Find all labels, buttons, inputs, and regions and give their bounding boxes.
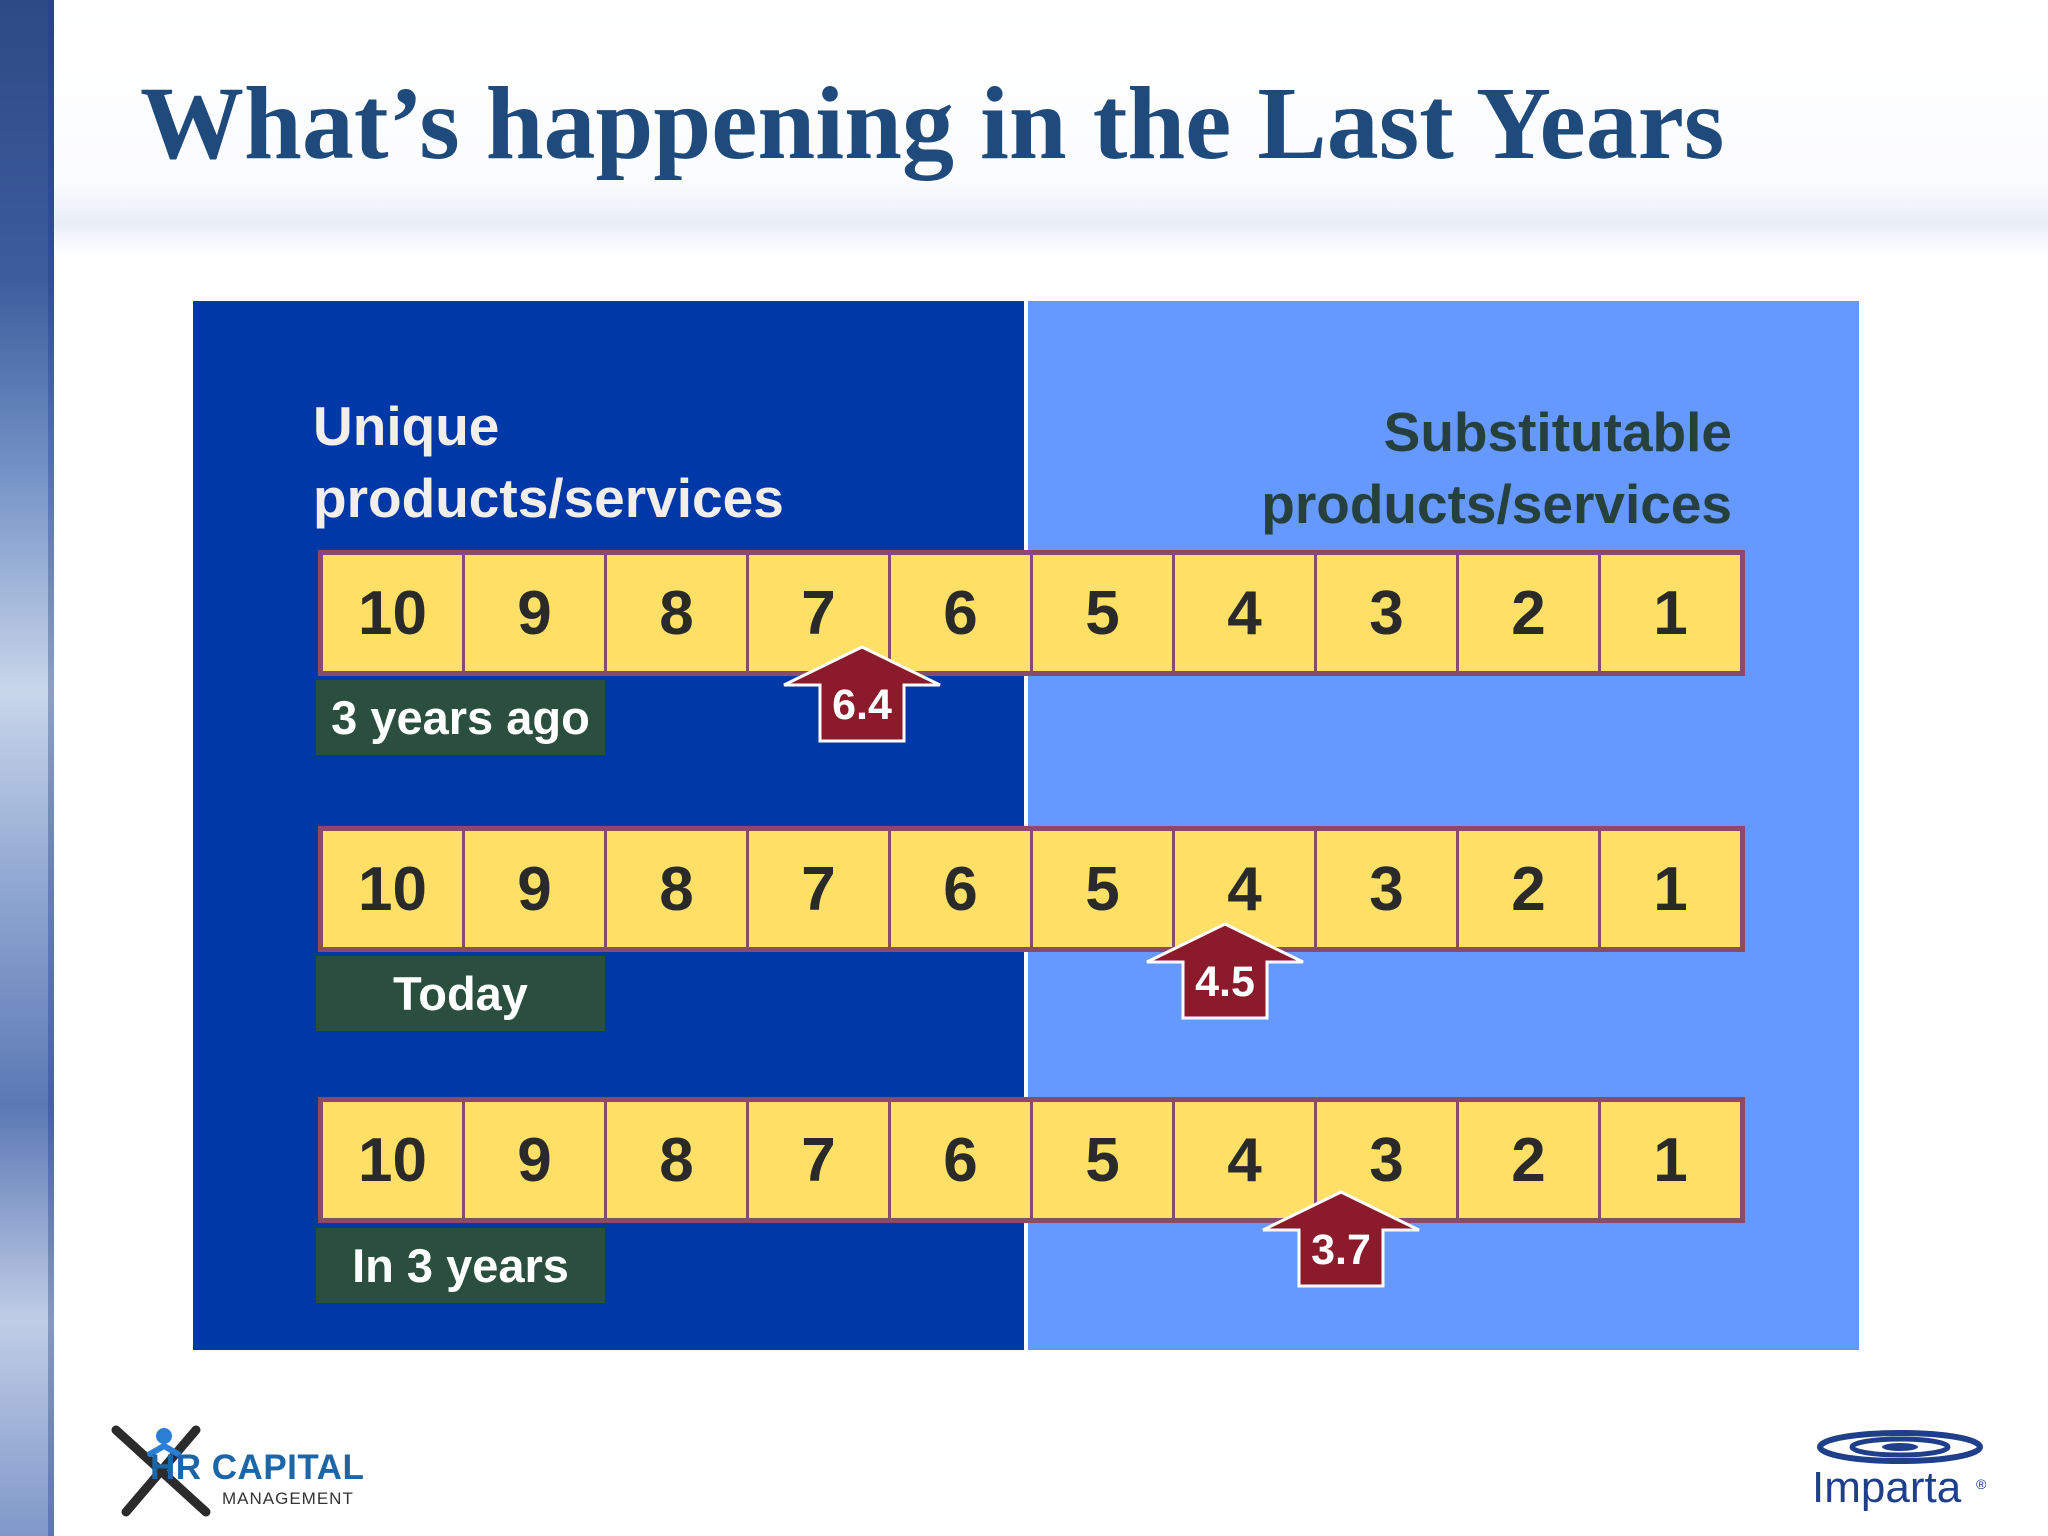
scale-cell: 7 [749,1102,891,1218]
scale-cell: 9 [465,831,607,947]
scale-row-today: 10 9 8 7 6 5 4 3 2 1 [318,826,1745,952]
scale-cell: 1 [1653,854,1688,924]
scale-cell: 8 [607,555,749,671]
imparta-logo-icon [1817,1430,1983,1464]
scale-cell: 8 [607,831,749,947]
scale-cell: 2 [1459,831,1601,947]
row-label-in-3-years: In 3 years [316,1228,605,1303]
scale-cell: 3 [1317,555,1459,671]
substitutable-title-line2: products/services [1261,473,1732,535]
scale-cell: 6 [891,831,1033,947]
scale-cell: 2 [1459,1102,1601,1218]
up-arrow-icon [1146,922,1304,1020]
imparta-registered-mark: ® [1976,1476,1987,1492]
scale-cell: 2 [1459,555,1601,671]
unique-panel-title: Unique products/services [313,390,784,534]
row-label-3-years-ago: 3 years ago [316,680,605,755]
scale-row-in-3-years: 10 9 8 7 6 5 4 3 2 1 [318,1097,1745,1223]
hr-capital-logo-icon [111,1425,211,1517]
scale-cell: 7 [749,555,891,671]
unique-title-line1: Unique [313,395,500,457]
marker-3-years-ago: 6.4 [782,645,942,743]
marker-value: 6.4 [832,681,892,729]
scale-cell: 5 [1033,555,1175,671]
scale-cell: 8 [607,1102,749,1218]
scale-cell: 10 [323,1102,465,1218]
scale-cell: 1 [1653,578,1688,648]
scale-cell: 1 [1653,1125,1688,1195]
scale-cell: 10 [323,555,465,671]
up-arrow-icon [783,645,941,743]
hr-capital-logo-subtext: MANAGEMENT [222,1489,354,1508]
unique-title-line2: products/services [313,467,784,529]
scale-cell: 4 [1175,555,1317,671]
substitutable-panel-title: Substitutable products/services [1261,396,1732,540]
header-band [54,0,2048,255]
marker-value: 4.5 [1195,958,1255,1006]
scale-cell: 9 [465,555,607,671]
scale-cell: 6 [891,1102,1033,1218]
marker-in-3-years: 3.7 [1261,1190,1421,1288]
scale-cell: 10 [323,831,465,947]
scale-cell: 6 [891,555,1033,671]
slide-title: What’s happening in the Last Years [140,66,1725,181]
up-arrow-icon [1262,1190,1420,1288]
scale-cell: 9 [465,1102,607,1218]
hr-capital-logo-text: HR CAPITAL [150,1448,365,1487]
left-decorative-bar [0,0,54,1536]
row-label-today: Today [316,956,605,1031]
imparta-logo-text: Imparta [1812,1463,1962,1512]
scale-cell: 5 [1033,1102,1175,1218]
scale-cell: 7 [749,831,891,947]
scale-row-3-years-ago: 10 9 8 7 6 5 4 3 2 1 [318,550,1745,676]
scale-cell: 3 [1317,831,1459,947]
substitutable-title-line1: Substitutable [1383,401,1732,463]
marker-today: 4.5 [1145,922,1305,1020]
scale-cell: 5 [1033,831,1175,947]
scale-cell: 4 [1175,1102,1317,1218]
scale-cell: 4 [1175,831,1317,947]
scale-cell: 3 [1317,1102,1459,1218]
marker-value: 3.7 [1311,1226,1371,1274]
